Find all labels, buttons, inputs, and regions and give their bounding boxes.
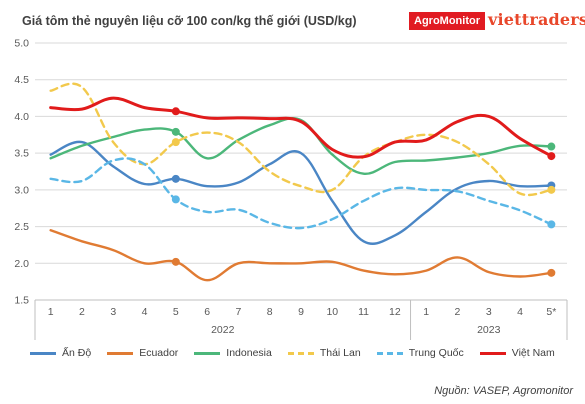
series-line	[49, 82, 553, 197]
x-tick-label: 5*	[546, 306, 556, 318]
series-point	[171, 127, 180, 136]
legend-item: Việt Nam	[479, 347, 555, 359]
source-note: Nguồn: VASEP, Agromonitor	[434, 385, 573, 397]
legend-item: Thái Lan	[287, 347, 361, 359]
series-point	[547, 152, 556, 161]
legend-swatch	[107, 351, 134, 355]
series-point	[171, 257, 180, 266]
series-point	[547, 220, 556, 229]
legend-label: Việt Nam	[511, 347, 555, 359]
legend-label: Trung Quốc	[408, 347, 464, 359]
legend-swatch	[30, 351, 56, 355]
legend-swatch	[376, 351, 403, 355]
x-tick-label: 7	[235, 306, 241, 318]
x-tick-label: 3	[486, 306, 492, 318]
y-tick-label: 2.0	[14, 258, 29, 270]
chart-legend: Ấn Độ Ecuador Indonesia Thái Lan Trung Quốc V…	[30, 347, 571, 359]
y-tick-label: 2.5	[14, 221, 29, 233]
series-line	[49, 116, 553, 175]
x-tick-label: 11	[358, 306, 369, 318]
x-tick-label: 5	[173, 306, 179, 318]
legend-item: Trung Quốc	[376, 347, 464, 359]
legend-item: Indonesia	[194, 347, 272, 359]
x-tick-label: 9	[298, 306, 304, 318]
x-tick-label: 4	[517, 306, 523, 318]
agromonitor-logo: AgroMonitor	[409, 12, 485, 30]
series-point	[171, 195, 180, 204]
series-line	[49, 229, 553, 282]
legend-label: Ấn Độ	[62, 347, 92, 359]
x-tick-label: 2	[79, 306, 85, 318]
y-tick-label: 3.0	[14, 184, 29, 196]
y-axis: 1.5 2.0 2.5 3.0 3.5 4.0 4.5 5.0	[14, 38, 29, 307]
chart-gridlines	[35, 42, 567, 301]
legend-swatch	[479, 351, 506, 355]
series-point	[547, 185, 556, 194]
y-tick-label: 4.0	[14, 111, 29, 123]
series-point	[547, 142, 556, 151]
x-tick-label: 10	[326, 306, 338, 318]
legend-label: Thái Lan	[319, 347, 361, 359]
x-tick-label: 12	[389, 306, 401, 318]
year-group-label: 2023	[477, 324, 501, 336]
series-point	[547, 268, 556, 277]
chart-title: Giá tôm thẻ nguyên liệu cỡ 100 con/kg th…	[22, 14, 357, 28]
year-group-label: 2022	[211, 324, 235, 336]
legend-item: Ấn Độ	[30, 347, 91, 359]
legend-label: Indonesia	[226, 347, 272, 359]
x-tick-label: 4	[142, 306, 148, 318]
legend-swatch	[194, 351, 221, 355]
series-line	[49, 157, 553, 230]
series-point	[171, 107, 180, 116]
legend-label: Ecuador	[139, 347, 179, 359]
line-chart: 1.52.02.53.03.54.04.55.0 1 2 3 4 5 6 7 8 9 10 11 12…	[14, 38, 568, 340]
series-line	[49, 96, 553, 159]
x-tick-label: 1	[423, 306, 429, 318]
x-tick-label: 1	[48, 306, 54, 318]
x-tick-label: 3	[110, 306, 116, 318]
series-point	[171, 174, 180, 183]
chart-series	[49, 82, 556, 282]
series-point	[171, 138, 180, 147]
legend-item: Ecuador	[107, 347, 178, 359]
y-tick-label: 1.5	[14, 295, 29, 307]
x-axis: 1 2 3 4 5 6 7 8 9 10 11 12 1 2 3 4 5*2022 2023	[34, 300, 568, 340]
series-line	[49, 140, 553, 245]
viettraders-logo: viettraders	[488, 10, 585, 29]
x-tick-label: 6	[204, 306, 210, 318]
y-tick-label: 5.0	[14, 38, 29, 50]
x-tick-label: 8	[267, 306, 273, 318]
y-tick-label: 4.5	[14, 74, 29, 86]
y-tick-label: 3.5	[14, 148, 29, 160]
x-tick-label: 2	[455, 306, 461, 318]
legend-swatch	[287, 351, 314, 355]
